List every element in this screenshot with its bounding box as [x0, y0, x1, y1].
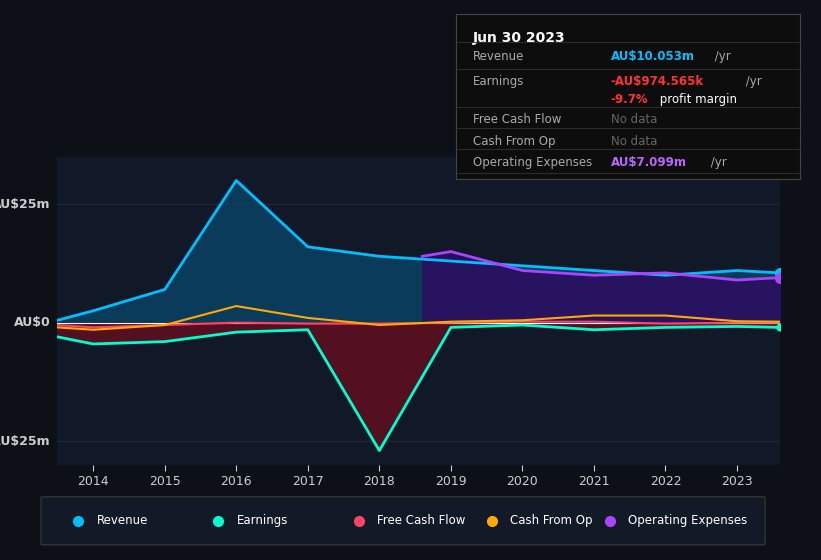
Text: AU$0: AU$0 — [13, 316, 50, 329]
Text: Revenue: Revenue — [473, 50, 525, 63]
FancyBboxPatch shape — [41, 497, 765, 545]
Text: Free Cash Flow: Free Cash Flow — [378, 514, 466, 528]
Text: -AU$974.565k: -AU$974.565k — [611, 75, 704, 88]
Text: Free Cash Flow: Free Cash Flow — [473, 113, 562, 126]
Text: No data: No data — [611, 113, 657, 126]
Text: /yr: /yr — [742, 75, 762, 88]
Text: /yr: /yr — [708, 156, 727, 169]
Text: AU$7.099m: AU$7.099m — [611, 156, 687, 169]
Text: Revenue: Revenue — [97, 514, 148, 528]
Text: Cash From Op: Cash From Op — [473, 134, 555, 148]
Text: -AU$25m: -AU$25m — [0, 435, 50, 447]
Text: Earnings: Earnings — [237, 514, 288, 528]
Text: AU$10.053m: AU$10.053m — [611, 50, 695, 63]
Text: No data: No data — [611, 134, 657, 148]
Text: profit margin: profit margin — [656, 94, 736, 106]
Text: -9.7%: -9.7% — [611, 94, 649, 106]
Text: Earnings: Earnings — [473, 75, 525, 88]
Text: Jun 30 2023: Jun 30 2023 — [473, 30, 566, 45]
Text: /yr: /yr — [711, 50, 731, 63]
Text: Cash From Op: Cash From Op — [511, 514, 593, 528]
Text: AU$25m: AU$25m — [0, 198, 50, 211]
Text: Operating Expenses: Operating Expenses — [629, 514, 748, 528]
Text: Operating Expenses: Operating Expenses — [473, 156, 592, 169]
